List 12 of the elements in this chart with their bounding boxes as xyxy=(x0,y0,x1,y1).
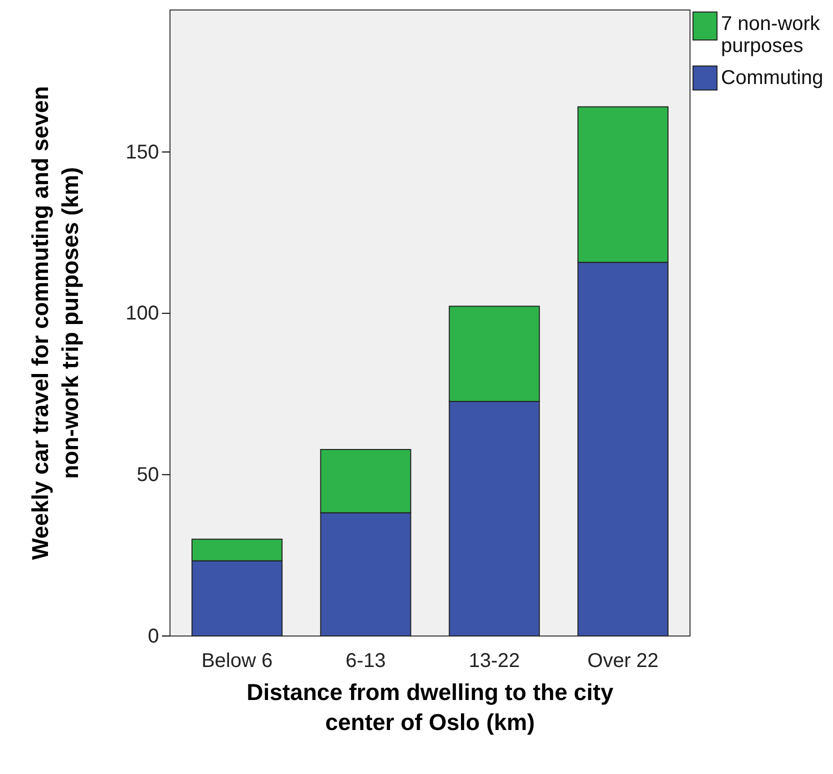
x-tick-label: Below 6 xyxy=(201,650,273,672)
y-tick-label: 50 xyxy=(136,464,159,486)
x-tick-label: 6-13 xyxy=(346,650,386,672)
y-tick-label: 0 xyxy=(148,625,159,648)
x-tick-label: 13-22 xyxy=(468,650,520,672)
legend-label: 7 non-work purposes xyxy=(721,13,821,57)
y-axis-title: Weekly car travel for commuting and seven non-work trip purposes (km) xyxy=(27,86,83,560)
x-axis-title: Distance from dwelling to the city center of Oslo (km) xyxy=(246,679,614,735)
x-tick-label: Over 22 xyxy=(587,650,659,672)
y-tick-label: 150 xyxy=(126,141,159,164)
y-tick-label: 100 xyxy=(126,302,159,325)
legend-label: Commuting xyxy=(721,67,824,89)
